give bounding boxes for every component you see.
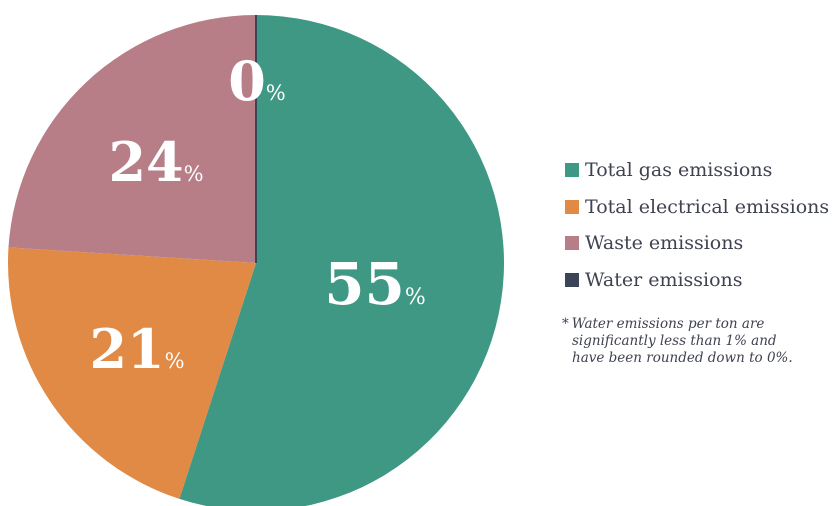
legend-item-gas: Total gas emissions — [565, 152, 829, 189]
footnote-line-2: significantly less than 1% and — [572, 333, 777, 349]
pie-slice-gas — [179, 15, 505, 506]
legend-item-electrical: Total electrical emissions — [565, 189, 829, 226]
pie-label-gas: 55% — [324, 250, 426, 318]
pie-label-waste: 24% — [108, 130, 203, 194]
pie-label-percent-electrical: % — [165, 349, 185, 373]
legend: Total gas emissions Total electrical emi… — [565, 152, 829, 298]
pie-label-percent-gas: % — [405, 285, 426, 310]
legend-label-gas: Total gas emissions — [585, 159, 773, 182]
footnote-line-3: have been rounded down to 0%. — [572, 350, 793, 366]
pie-label-percent-water: % — [266, 81, 286, 105]
legend-swatch-waste — [565, 236, 579, 251]
pie-label-value-water: 0 — [228, 49, 266, 113]
pie-label-value-electrical: 21 — [89, 317, 164, 381]
footnote-line-1: * Water emissions per ton are — [562, 316, 832, 333]
pie-label-value-gas: 55 — [324, 250, 405, 318]
pie-label-water: 0% — [228, 49, 286, 113]
legend-item-water: Water emissions — [565, 262, 829, 299]
legend-label-waste: Waste emissions — [585, 232, 744, 255]
pie-label-electrical: 21% — [89, 317, 184, 381]
footnote: * Water emissions per ton are significant… — [562, 316, 832, 367]
pie-label-value-waste: 24 — [108, 130, 183, 194]
legend-swatch-water — [565, 272, 579, 287]
legend-swatch-electrical — [565, 199, 579, 214]
legend-label-water: Water emissions — [585, 268, 743, 291]
footnote-asterisk: * — [562, 316, 569, 332]
pie-slice-waste — [8, 15, 257, 263]
legend-item-waste: Waste emissions — [565, 225, 829, 262]
pie-slice-electrical — [7, 247, 256, 499]
legend-label-electrical: Total electrical emissions — [585, 195, 830, 218]
legend-swatch-gas — [565, 163, 579, 178]
footnote-text-1: Water emissions per ton are — [571, 316, 765, 332]
pie-label-percent-waste: % — [184, 162, 204, 186]
